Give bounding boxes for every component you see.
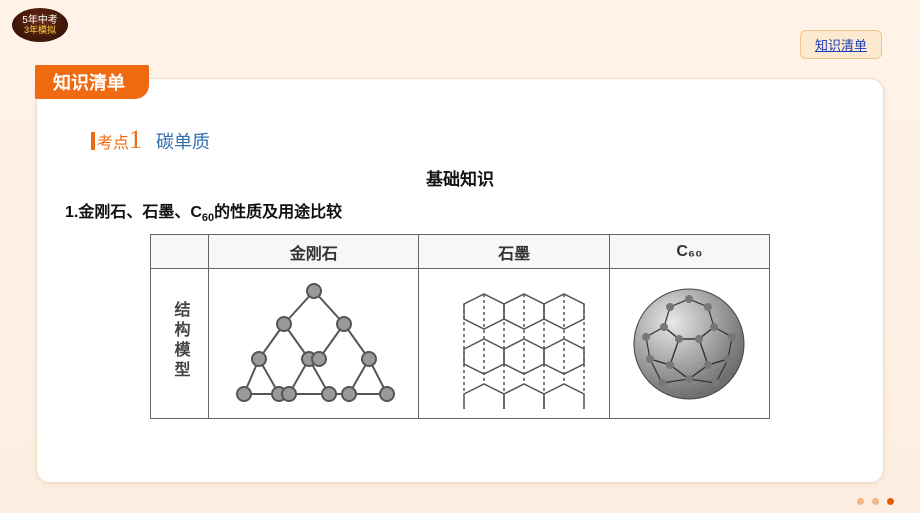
header-blank xyxy=(151,235,209,269)
kaodian-label: 考点1 xyxy=(91,125,142,155)
header-graphite: 石墨 xyxy=(419,235,609,269)
kaodian-row: 考点1 碳单质 xyxy=(91,125,855,155)
item1-num: 1. xyxy=(65,204,78,221)
comparison-table: 金刚石 石墨 C₆₀ 结构模型 xyxy=(150,234,770,419)
section-tab: 知识清单 xyxy=(35,65,149,99)
kaodian-title: 碳单质 xyxy=(156,128,210,154)
brand-logo: 5年中考 3年模拟 xyxy=(12,8,68,42)
header-c60: C₆₀ xyxy=(609,235,769,269)
nav-knowledge-list[interactable]: 知识清单 xyxy=(800,30,882,59)
item1-suffix: 的性质及用途比较 xyxy=(214,204,342,221)
cell-c60-model xyxy=(609,269,769,419)
section-tab-label: 知识清单 xyxy=(53,73,125,93)
row-label-cell: 结构模型 xyxy=(151,269,209,419)
dot-2 xyxy=(872,498,879,505)
logo-line1: 5年中考 xyxy=(22,16,58,26)
c60-structure-icon xyxy=(624,279,754,409)
diamond-structure-icon xyxy=(229,279,399,409)
kaodian-bar-icon xyxy=(91,132,95,150)
row-label: 结构模型 xyxy=(168,301,192,381)
table-header-row: 金刚石 石墨 C₆₀ xyxy=(151,235,770,269)
dot-1 xyxy=(857,498,864,505)
content-card: 知识清单 考点1 碳单质 基础知识 1.金刚石、石墨、C60的性质及用途比较 金… xyxy=(36,78,884,483)
kaodian-num: 1 xyxy=(129,125,142,154)
page-dots xyxy=(857,498,894,505)
basic-knowledge-title: 基础知识 xyxy=(65,165,855,190)
item1-sub: 60 xyxy=(202,212,214,224)
nav-label: 知识清单 xyxy=(815,38,867,53)
logo-line2: 3年模拟 xyxy=(24,26,56,35)
table-row: 结构模型 xyxy=(151,269,770,419)
header-diamond: 金刚石 xyxy=(209,235,419,269)
dot-3 xyxy=(887,498,894,505)
cell-diamond-model xyxy=(209,269,419,419)
item1-text: 金刚石、石墨、C xyxy=(78,204,202,221)
kaodian-prefix: 考点 xyxy=(97,135,129,152)
cell-graphite-model xyxy=(419,269,609,419)
graphite-structure-icon xyxy=(434,279,594,409)
item-1: 1.金刚石、石墨、C60的性质及用途比较 xyxy=(65,198,855,224)
comparison-table-wrap: 金刚石 石墨 C₆₀ 结构模型 xyxy=(65,234,855,419)
